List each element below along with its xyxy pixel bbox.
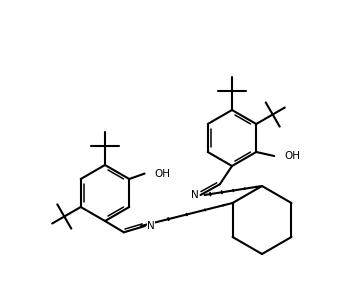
Text: OH: OH — [284, 151, 300, 161]
Text: OH: OH — [155, 168, 171, 179]
Text: N: N — [191, 190, 199, 200]
Text: N: N — [147, 221, 155, 231]
